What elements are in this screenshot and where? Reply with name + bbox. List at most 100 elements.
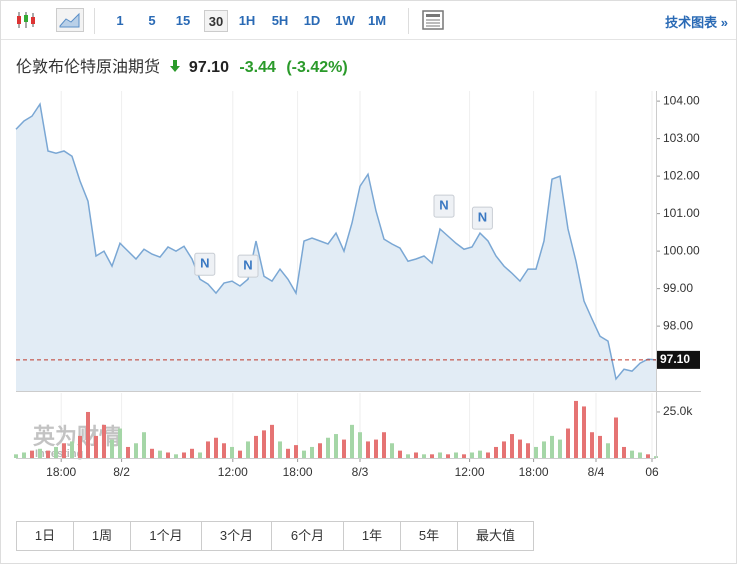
volume-bar <box>598 435 602 458</box>
volume-bar <box>446 454 450 458</box>
volume-bar <box>70 441 74 458</box>
volume-bar <box>326 437 330 458</box>
volume-bar <box>566 428 570 458</box>
news-marker <box>194 252 216 276</box>
range-button[interactable]: 5年 <box>401 522 458 550</box>
volume-bar <box>318 443 322 458</box>
news-marker <box>433 194 455 218</box>
volume-bar <box>558 439 562 458</box>
volume-bar <box>374 439 378 458</box>
news-marker <box>471 206 493 230</box>
area-icon[interactable] <box>56 8 84 32</box>
watermark: 英为财情 <box>33 424 121 449</box>
area-fill <box>16 104 656 391</box>
volume-bar <box>510 434 514 458</box>
interval-button[interactable]: 15 <box>175 13 191 28</box>
volume-bar <box>262 430 266 458</box>
separator <box>408 8 409 34</box>
volume-bar <box>118 428 122 458</box>
volume-bar <box>54 446 58 458</box>
range-button[interactable]: 1日 <box>17 522 74 550</box>
technical-link[interactable]: 技术图表 » <box>665 15 728 30</box>
range-button[interactable]: 1个月 <box>131 522 202 550</box>
volume-bar <box>30 450 34 458</box>
volume-bar <box>494 446 498 458</box>
volume-bar <box>582 406 586 458</box>
volume-bar <box>174 454 178 458</box>
volume-bar <box>166 452 170 458</box>
volume-bar <box>214 437 218 458</box>
volume-bar <box>238 450 242 458</box>
volume-bar <box>294 445 298 458</box>
volume-bar <box>182 452 186 458</box>
interval-button[interactable]: 5 <box>148 13 156 28</box>
volume-bar <box>638 452 642 458</box>
volume-bar <box>38 448 42 458</box>
interval-button[interactable]: 1W <box>335 13 355 28</box>
volume-bar <box>438 452 442 458</box>
x-tick-label: 18:00 <box>46 465 76 479</box>
volume-bar <box>254 435 258 458</box>
news-marker-label: N <box>439 198 448 213</box>
volume-bar <box>454 452 458 458</box>
interval-button[interactable]: 1M <box>367 13 387 28</box>
volume-bar <box>246 441 250 458</box>
x-tick-label: 18:00 <box>519 465 549 479</box>
x-tick-label: 8/3 <box>352 465 369 479</box>
volume-bar <box>158 450 162 458</box>
range-button[interactable]: 最大值 <box>475 528 515 543</box>
news-icon[interactable] <box>422 10 444 30</box>
interval-button[interactable]: 1D <box>303 13 321 28</box>
volume-bar <box>502 441 506 458</box>
volume-bar <box>382 432 386 458</box>
x-tick-label: 06 <box>645 465 659 479</box>
range-button[interactable]: 3个月 <box>202 522 272 550</box>
volume-bar <box>110 439 114 458</box>
volume-bar <box>94 435 98 458</box>
range-button[interactable]: 1周 <box>74 522 131 550</box>
news-marker <box>237 254 259 278</box>
volume-bar <box>350 424 354 458</box>
y-tick-label: 102.00 <box>663 168 700 182</box>
candle-icon[interactable] <box>15 10 37 30</box>
volume-bar <box>630 450 634 458</box>
volume-bar <box>142 432 146 458</box>
volume-bar <box>470 452 474 458</box>
interval-button[interactable]: 5H <box>271 13 289 28</box>
volume-bar <box>390 443 394 458</box>
x-tick-label: 8/4 <box>588 465 605 479</box>
y-tick-label: 98.00 <box>663 318 693 332</box>
interval-button[interactable]: 30 <box>204 10 228 32</box>
volume-bar <box>486 452 490 458</box>
volume-bar <box>518 439 522 458</box>
volume-bar <box>62 443 66 458</box>
interval-button[interactable]: 1H <box>238 13 256 28</box>
range-button[interactable]: 6个月 <box>272 522 344 550</box>
volume-bar <box>430 454 434 458</box>
volume-bar <box>78 435 82 458</box>
toolbar: 1 5 15 30 1H 5H 1D 1W 1M 技术图表 » <box>1 1 736 40</box>
last-price-label: 97.10 <box>660 352 690 366</box>
volume-bar <box>358 432 362 458</box>
volume-bar <box>278 441 282 458</box>
change: -3.44 <box>239 59 276 76</box>
y-tick-label: 25.0k <box>663 404 693 418</box>
interval-button[interactable]: 1 <box>116 13 124 28</box>
volume-bar <box>398 450 402 458</box>
separator <box>94 8 95 34</box>
volume-bar <box>126 446 130 458</box>
x-tick-label: 18:00 <box>283 465 313 479</box>
volume-bar <box>14 454 18 458</box>
volume-bar <box>534 446 538 458</box>
volume-bar <box>422 454 426 458</box>
volume-bar <box>270 424 274 458</box>
volume-bar <box>230 446 234 458</box>
chart: 98.00 99.00 100.00 101.00 102.00 103.00 104.00… <box>14 91 701 479</box>
volume-bar <box>414 452 418 458</box>
y-tick-label: 100.00 <box>663 243 700 257</box>
range-button[interactable]: 1年 <box>344 522 401 550</box>
volume-bar <box>542 441 546 458</box>
volume-bar <box>646 454 650 458</box>
volume-bar <box>406 454 410 458</box>
